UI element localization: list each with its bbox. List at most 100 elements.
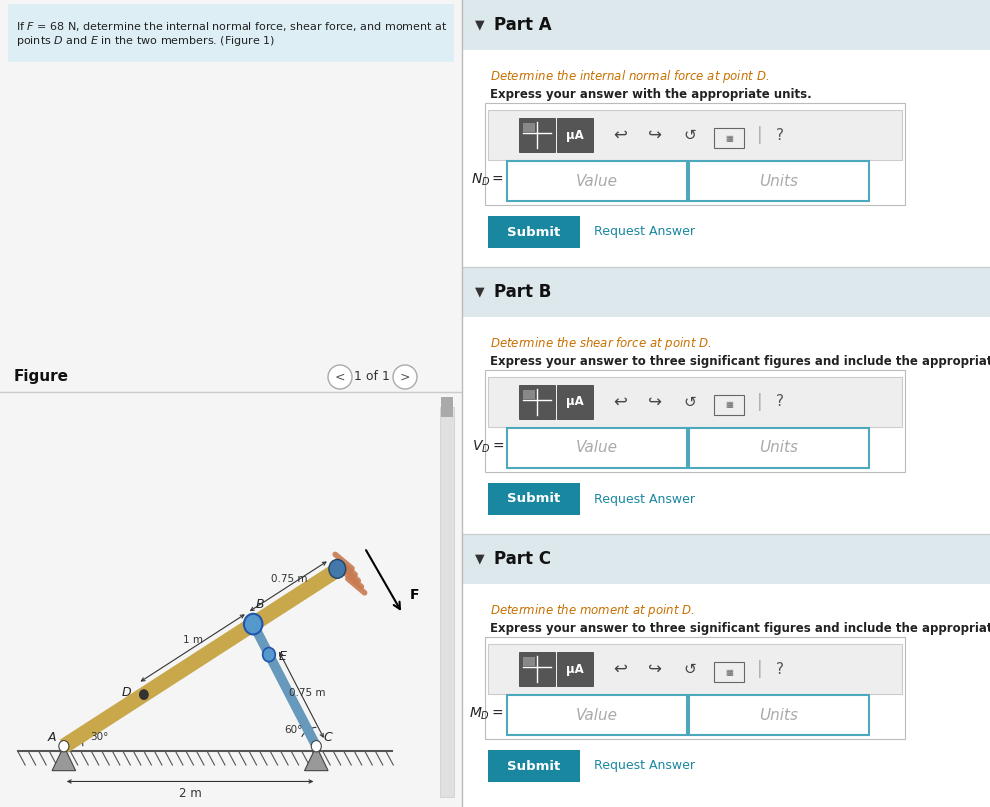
Text: If $F$ = 68 N, determine the internal normal force, shear force, and moment at: If $F$ = 68 N, determine the internal no… xyxy=(16,20,447,33)
FancyBboxPatch shape xyxy=(557,652,593,686)
Text: ▦: ▦ xyxy=(725,667,733,676)
Text: Submit: Submit xyxy=(507,492,560,505)
Text: ↪: ↪ xyxy=(648,126,662,144)
Circle shape xyxy=(328,365,352,389)
FancyBboxPatch shape xyxy=(440,407,454,797)
Circle shape xyxy=(262,647,275,662)
Text: |: | xyxy=(757,393,763,411)
Text: ?: ? xyxy=(776,395,784,409)
Text: points $D$ and $E$ in the two members. (Figure 1): points $D$ and $E$ in the two members. (… xyxy=(16,34,275,48)
Text: 60°: 60° xyxy=(285,725,303,735)
FancyBboxPatch shape xyxy=(462,50,990,267)
Text: Value: Value xyxy=(576,441,618,455)
FancyBboxPatch shape xyxy=(507,695,687,735)
Text: ▼: ▼ xyxy=(475,553,485,566)
FancyBboxPatch shape xyxy=(519,652,555,686)
Text: Value: Value xyxy=(576,174,618,189)
Text: ▼: ▼ xyxy=(475,286,485,299)
Text: Request Answer: Request Answer xyxy=(594,225,695,239)
Text: 1 of 1: 1 of 1 xyxy=(354,370,390,383)
Text: ?: ? xyxy=(776,662,784,676)
Text: $B$: $B$ xyxy=(255,598,265,611)
FancyBboxPatch shape xyxy=(462,317,990,534)
FancyBboxPatch shape xyxy=(689,161,869,201)
Text: Determine the moment at point $D$.: Determine the moment at point $D$. xyxy=(490,602,695,619)
Text: Request Answer: Request Answer xyxy=(594,759,695,772)
Text: Submit: Submit xyxy=(507,759,560,772)
FancyBboxPatch shape xyxy=(462,267,990,317)
Circle shape xyxy=(140,690,148,700)
Text: 2 m: 2 m xyxy=(179,787,201,800)
Circle shape xyxy=(329,559,346,579)
Circle shape xyxy=(311,741,322,752)
FancyBboxPatch shape xyxy=(507,161,687,201)
FancyBboxPatch shape xyxy=(488,110,902,160)
FancyBboxPatch shape xyxy=(488,216,580,248)
Text: 0.75 m: 0.75 m xyxy=(289,688,326,698)
Text: Units: Units xyxy=(759,174,799,189)
FancyBboxPatch shape xyxy=(523,390,535,399)
Text: Figure: Figure xyxy=(14,370,69,384)
Text: 0.75 m: 0.75 m xyxy=(270,574,307,583)
Text: ↩: ↩ xyxy=(613,393,627,411)
Text: ↺: ↺ xyxy=(684,662,696,676)
Circle shape xyxy=(58,741,69,752)
Text: Determine the shear force at point $D$.: Determine the shear force at point $D$. xyxy=(490,335,712,352)
Text: ?: ? xyxy=(776,128,784,143)
Text: $A$: $A$ xyxy=(48,731,57,744)
Circle shape xyxy=(393,365,417,389)
Text: µA: µA xyxy=(566,663,584,675)
FancyBboxPatch shape xyxy=(557,118,593,152)
Text: µA: µA xyxy=(566,395,584,408)
Text: Determine the internal normal force at point $D$.: Determine the internal normal force at p… xyxy=(490,68,769,85)
Text: ↺: ↺ xyxy=(684,395,696,409)
FancyBboxPatch shape xyxy=(488,483,580,515)
Text: $\mathbf{F}$: $\mathbf{F}$ xyxy=(409,588,419,603)
FancyBboxPatch shape xyxy=(523,657,535,666)
Text: Express your answer to three significant figures and include the appropriate uni: Express your answer to three significant… xyxy=(490,355,990,368)
FancyBboxPatch shape xyxy=(523,123,535,132)
FancyBboxPatch shape xyxy=(441,397,453,417)
Text: |: | xyxy=(757,660,763,678)
Text: ↪: ↪ xyxy=(648,660,662,678)
Text: ↩: ↩ xyxy=(613,126,627,144)
Text: Submit: Submit xyxy=(507,225,560,239)
FancyBboxPatch shape xyxy=(488,377,902,427)
FancyBboxPatch shape xyxy=(557,385,593,419)
Text: ↩: ↩ xyxy=(613,660,627,678)
Text: $V_D =$: $V_D =$ xyxy=(472,439,504,455)
Text: ▦: ▦ xyxy=(725,133,733,143)
FancyBboxPatch shape xyxy=(519,385,555,419)
FancyBboxPatch shape xyxy=(519,118,555,152)
Text: $E$: $E$ xyxy=(278,650,288,663)
Polygon shape xyxy=(52,746,75,771)
Text: >: > xyxy=(400,370,410,383)
FancyBboxPatch shape xyxy=(488,750,580,782)
FancyBboxPatch shape xyxy=(8,4,454,62)
FancyBboxPatch shape xyxy=(488,644,902,694)
Text: ▦: ▦ xyxy=(725,400,733,409)
Text: $C$: $C$ xyxy=(323,731,334,744)
Text: Part A: Part A xyxy=(494,16,551,34)
FancyBboxPatch shape xyxy=(689,428,869,468)
Text: Units: Units xyxy=(759,441,799,455)
Text: $D$: $D$ xyxy=(121,686,132,699)
Polygon shape xyxy=(305,746,328,771)
Text: Express your answer to three significant figures and include the appropriate uni: Express your answer to three significant… xyxy=(490,622,990,635)
Text: µA: µA xyxy=(566,128,584,141)
FancyBboxPatch shape xyxy=(462,534,990,584)
Text: $M_D =$: $M_D =$ xyxy=(469,706,504,722)
FancyBboxPatch shape xyxy=(507,428,687,468)
Text: Request Answer: Request Answer xyxy=(594,492,695,505)
Text: 30°: 30° xyxy=(90,731,108,742)
Text: Part B: Part B xyxy=(494,283,551,301)
Text: ↺: ↺ xyxy=(684,128,696,143)
FancyBboxPatch shape xyxy=(689,695,869,735)
Text: Part C: Part C xyxy=(494,550,551,568)
Text: Express your answer with the appropriate units.: Express your answer with the appropriate… xyxy=(490,88,812,101)
Text: ▼: ▼ xyxy=(475,19,485,31)
Text: Value: Value xyxy=(576,708,618,722)
Text: ↪: ↪ xyxy=(648,393,662,411)
Text: $N_D =$: $N_D =$ xyxy=(471,172,504,188)
FancyBboxPatch shape xyxy=(462,584,990,807)
